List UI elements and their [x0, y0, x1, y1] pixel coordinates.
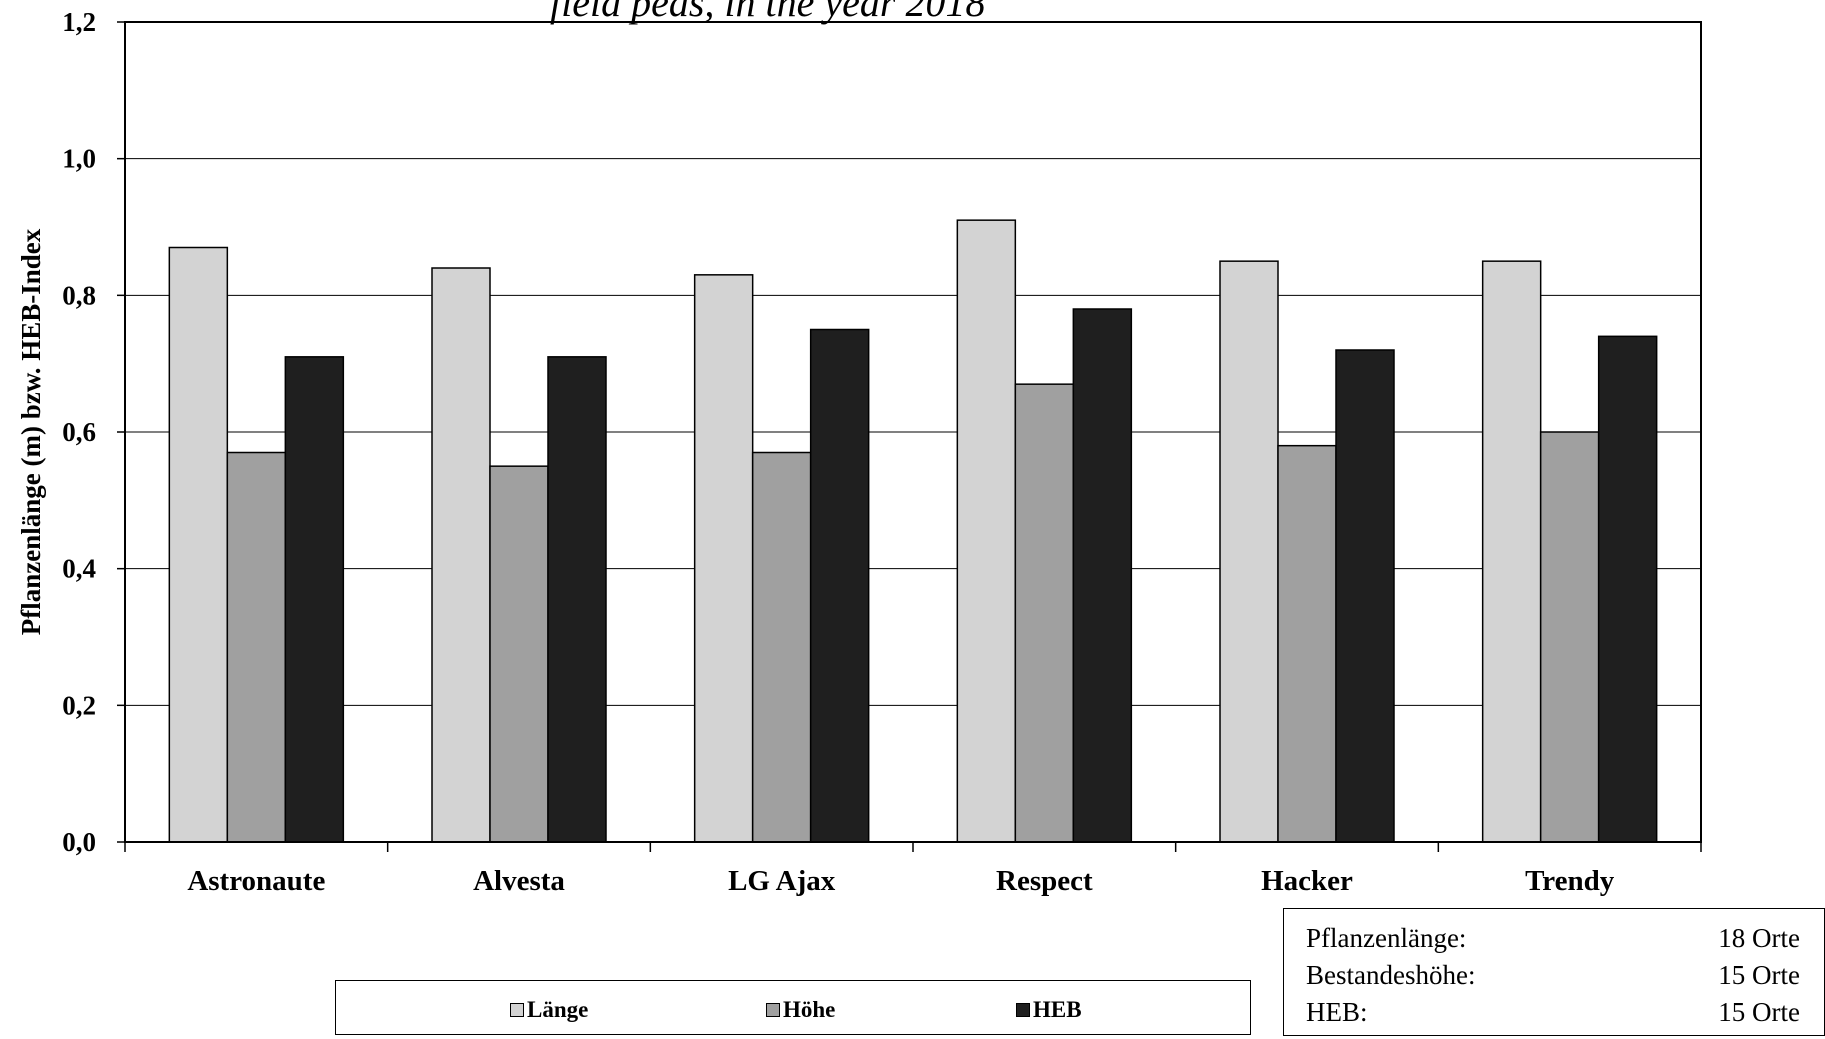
info-value: 15 Orte: [1718, 997, 1800, 1027]
y-tick-label: 0,8: [62, 280, 96, 310]
bar-heb-lg-ajax: [809, 328, 870, 843]
locations-info-box: Pflanzenlänge: 18 Orte Bestandeshöhe: 15…: [1283, 908, 1825, 1036]
bar-höhe-lg-ajax: [751, 451, 812, 843]
info-label: HEB:: [1306, 997, 1368, 1027]
x-category-label: Respect: [996, 865, 1093, 897]
bar-heb-respect: [1072, 308, 1133, 843]
bar-länge-alvesta: [431, 267, 491, 843]
bar-höhe-astronaute: [226, 451, 287, 843]
y-tick-label: 0,0: [62, 827, 96, 857]
bar-höhe-hacker: [1277, 444, 1337, 843]
info-value: 15 Orte: [1718, 960, 1800, 990]
y-tick-label: 1,2: [62, 7, 96, 37]
legend-label-heb: HEB: [1033, 997, 1082, 1022]
legend-item-heb: HEB: [1016, 997, 1082, 1023]
bar-höhe-alvesta: [489, 465, 549, 843]
y-axis-label: Pflanzenlänge (m) bzw. HEB-Index: [16, 228, 46, 635]
info-value: 18 Orte: [1718, 923, 1800, 953]
x-category-label: Alvesta: [473, 865, 565, 897]
legend-swatch-hoehe: [766, 1003, 780, 1017]
info-row-heb: HEB: 15 Orte: [1306, 997, 1800, 1028]
x-category-label: Astronaute: [187, 865, 325, 897]
x-category-label: Hacker: [1261, 865, 1353, 897]
legend-label-laenge: Länge: [527, 997, 589, 1022]
x-category-label: Trendy: [1525, 865, 1615, 897]
bar-länge-lg-ajax: [693, 274, 754, 843]
x-category-label: LG Ajax: [728, 865, 836, 897]
legend-item-laenge: Länge: [510, 997, 588, 1023]
bar-heb-trendy: [1597, 335, 1658, 843]
bar-höhe-trendy: [1539, 431, 1600, 843]
y-axis-ticks: 0,0 0,2 0,4 0,6 0,8 1,0 1,2: [62, 7, 125, 857]
legend: Länge Höhe HEB: [335, 980, 1251, 1035]
info-row-pflanzenlaenge: Pflanzenlänge: 18 Orte: [1306, 923, 1800, 954]
y-tick-label: 0,6: [62, 417, 96, 447]
info-label: Bestandeshöhe:: [1306, 960, 1476, 990]
gridlines: [125, 158, 1701, 706]
legend-item-hoehe: Höhe: [766, 997, 835, 1023]
bar-länge-respect: [956, 219, 1017, 843]
x-axis-categories: Astronaute Alvesta LG Ajax Respect Hacker Tre…: [124, 842, 1702, 897]
y-tick-label: 0,4: [62, 554, 96, 584]
legend-swatch-heb: [1016, 1003, 1030, 1017]
legend-label-hoehe: Höhe: [783, 997, 836, 1022]
chart-title-fragment: field peas, in the year 2018: [550, 0, 985, 25]
legend-swatch-laenge: [510, 1003, 524, 1017]
bar-heb-alvesta: [547, 356, 607, 843]
bar-heb-hacker: [1335, 349, 1395, 843]
bar-höhe-respect: [1014, 383, 1075, 843]
bar-länge-hacker: [1219, 260, 1279, 843]
bar-heb-astronaute: [284, 356, 345, 843]
y-tick-label: 1,0: [62, 144, 96, 174]
y-tick-label: 0,2: [62, 690, 96, 720]
info-row-bestandeshoehe: Bestandeshöhe: 15 Orte: [1306, 960, 1800, 991]
bars: [168, 219, 1658, 843]
bar-länge-astronaute: [168, 246, 229, 843]
bar-länge-trendy: [1481, 260, 1542, 843]
info-label: Pflanzenlänge:: [1306, 923, 1467, 953]
